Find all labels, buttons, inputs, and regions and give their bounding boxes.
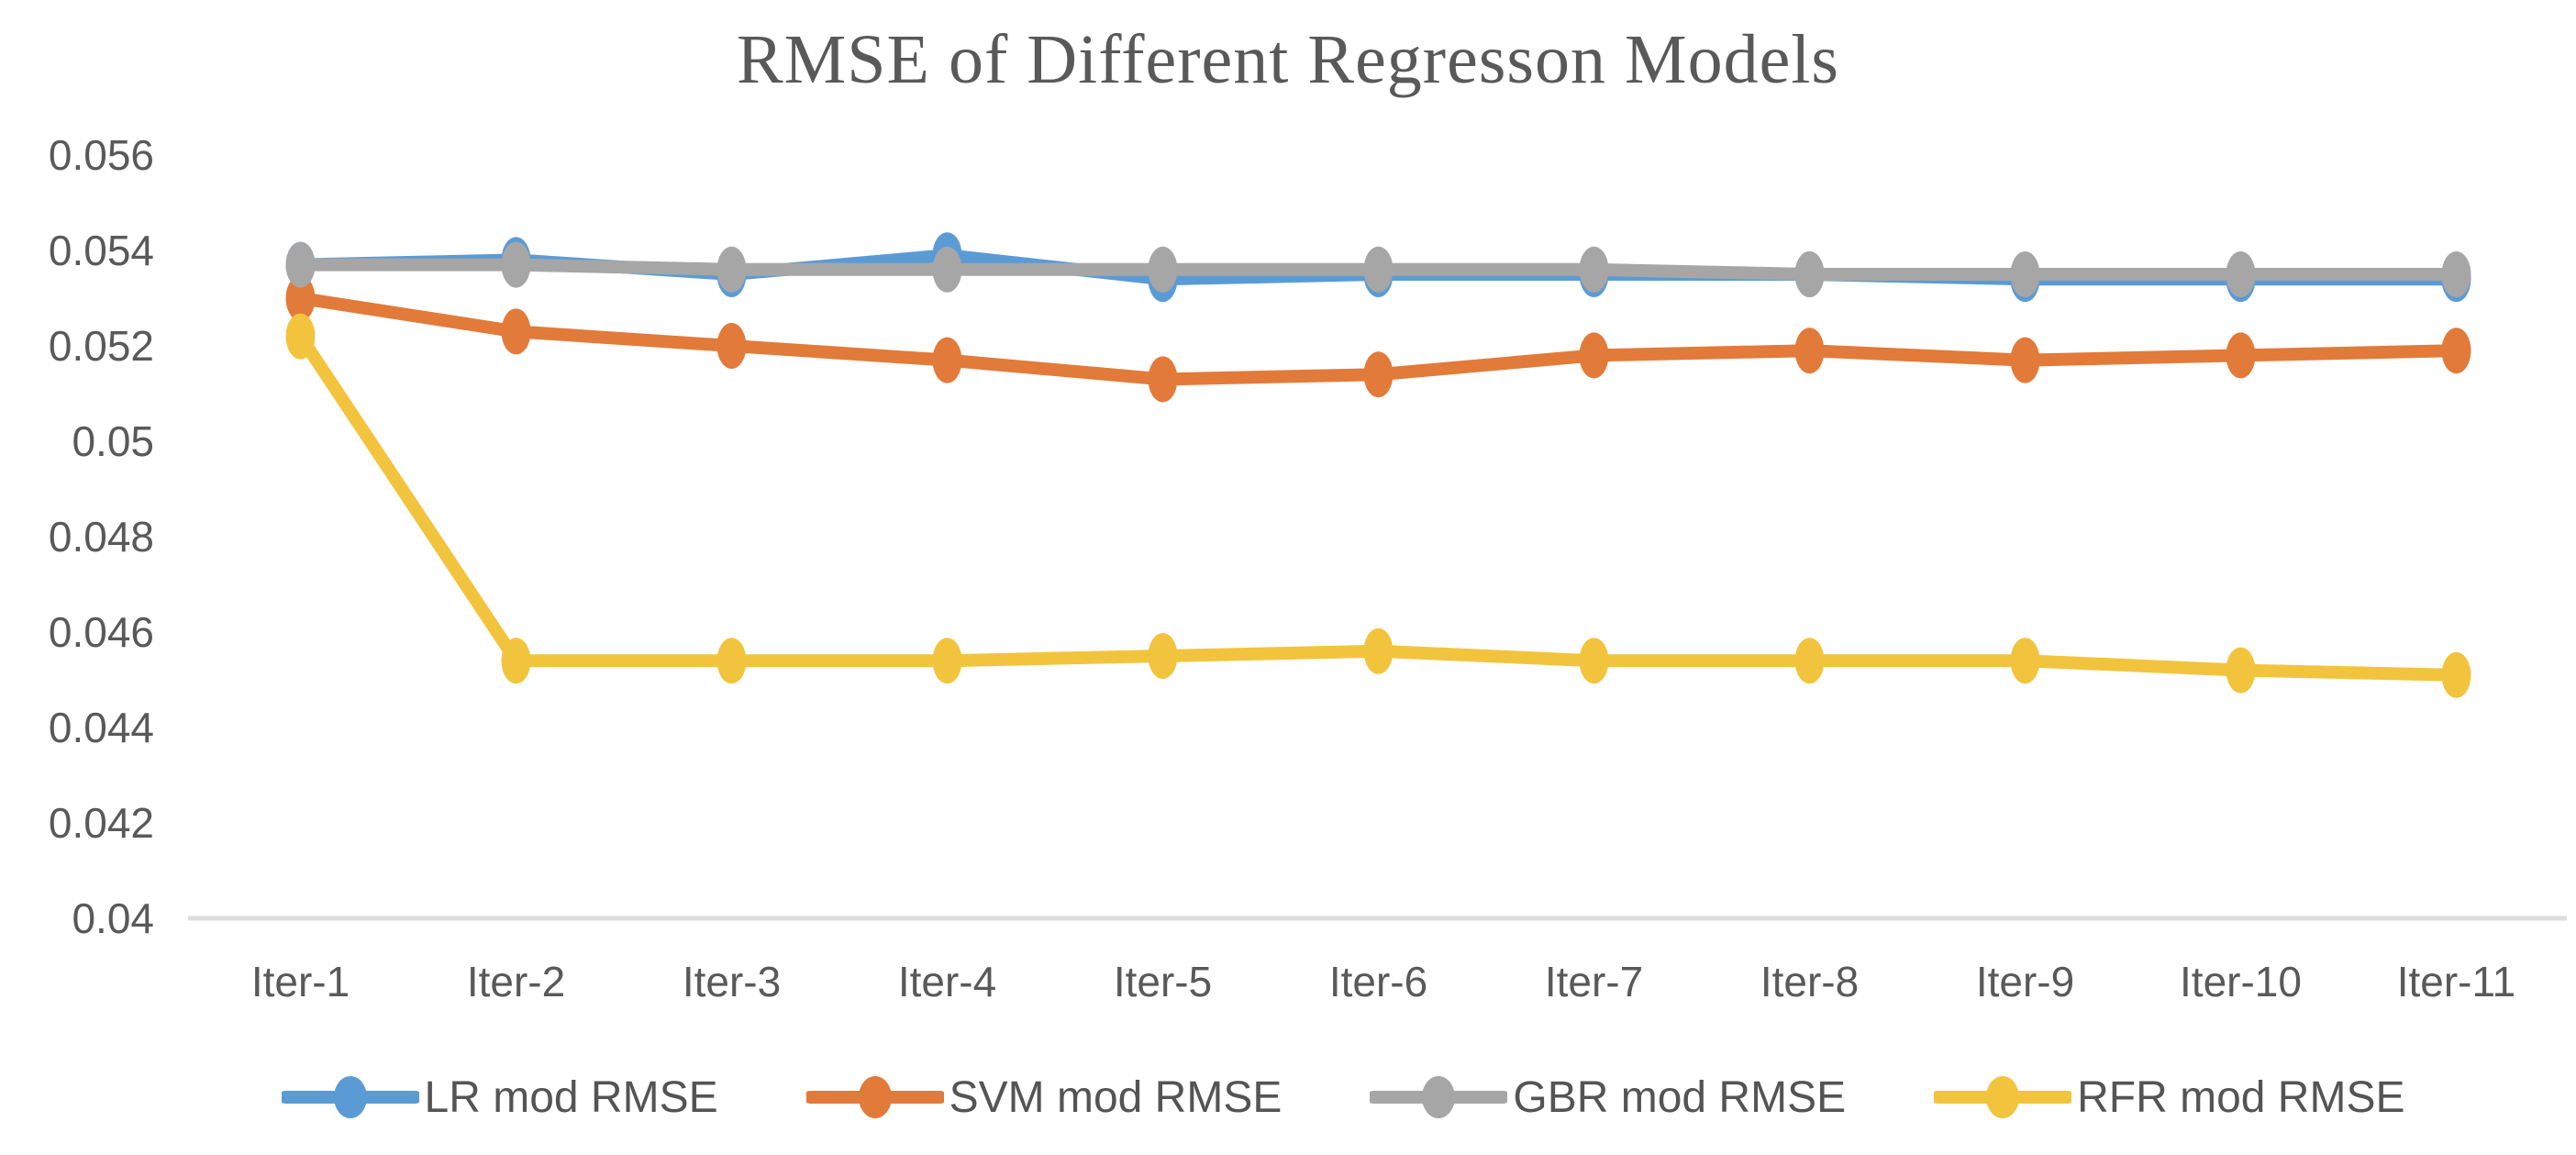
legend-item-label: SVM mod RMSE — [949, 1072, 1282, 1122]
y-axis-tick-label: 0.052 — [49, 322, 154, 370]
data-point-marker-gbr-mod-rmse — [1579, 246, 1609, 293]
data-point-marker-gbr-mod-rmse — [285, 241, 316, 288]
data-point-marker-rfr-mod-rmse — [285, 313, 316, 360]
data-point-marker-svm-mod-rmse — [1794, 328, 1825, 374]
x-axis-tick-label: Iter-7 — [1545, 958, 1643, 1005]
legend-marker-dot — [858, 1076, 892, 1118]
legend-marker-dot — [333, 1076, 367, 1118]
data-point-marker-svm-mod-rmse — [932, 337, 962, 383]
data-point-marker-rfr-mod-rmse — [2010, 638, 2040, 684]
data-point-marker-svm-mod-rmse — [501, 308, 531, 355]
data-point-marker-rfr-mod-rmse — [1579, 638, 1609, 684]
legend-marker-icon — [1370, 1076, 1508, 1118]
data-point-marker-gbr-mod-rmse — [932, 246, 962, 293]
chart-title: RMSE of Different Regresson Models — [736, 21, 1840, 98]
data-point-marker-svm-mod-rmse — [2010, 337, 2040, 383]
data-point-marker-gbr-mod-rmse — [1363, 246, 1393, 293]
data-point-marker-rfr-mod-rmse — [1794, 638, 1825, 684]
data-point-marker-gbr-mod-rmse — [2441, 251, 2471, 297]
legend-item-svm-mod-rmse: SVM mod RMSE — [805, 1072, 1282, 1123]
data-point-marker-rfr-mod-rmse — [2441, 651, 2471, 698]
y-axis-tick-label: 0.048 — [49, 513, 154, 561]
data-point-marker-rfr-mod-rmse — [2226, 647, 2256, 694]
data-point-marker-svm-mod-rmse — [1579, 332, 1609, 379]
data-point-marker-gbr-mod-rmse — [501, 241, 531, 288]
y-axis-tick-label: 0.044 — [49, 704, 154, 751]
data-point-marker-rfr-mod-rmse — [1148, 633, 1178, 679]
legend-item-label: LR mod RMSE — [424, 1072, 718, 1122]
data-point-marker-gbr-mod-rmse — [2226, 251, 2256, 297]
x-axis-tick-label: Iter-2 — [467, 958, 565, 1005]
chart-legend: LR mod RMSE SVM mod RMSE GBR mod RMSE RFR m… — [55, 1072, 2576, 1123]
x-axis-tick-label: Iter-8 — [1760, 958, 1859, 1005]
x-axis-tick-label: Iter-5 — [1114, 958, 1212, 1005]
data-point-marker-gbr-mod-rmse — [1794, 251, 1825, 297]
x-axis-tick-label: Iter-11 — [2397, 958, 2516, 1005]
data-point-marker-svm-mod-rmse — [1363, 351, 1393, 398]
legend-marker-dot — [1986, 1076, 2020, 1118]
data-point-marker-gbr-mod-rmse — [2010, 251, 2040, 297]
x-axis-tick-label: Iter-1 — [251, 958, 350, 1005]
legend-item-label: GBR mod RMSE — [1513, 1072, 1847, 1122]
legend-item-label: RFR mod RMSE — [2077, 1072, 2405, 1122]
legend-marker-icon — [1934, 1076, 2072, 1118]
x-axis-tick-label: Iter-6 — [1329, 958, 1427, 1005]
y-axis-tick-label: 0.042 — [49, 799, 154, 847]
y-axis-tick-label: 0.05 — [72, 417, 154, 465]
data-point-marker-svm-mod-rmse — [2226, 332, 2256, 379]
x-axis-tick-label: Iter-9 — [1976, 958, 2074, 1005]
data-point-marker-rfr-mod-rmse — [501, 638, 531, 684]
data-point-marker-svm-mod-rmse — [1148, 356, 1178, 403]
legend-item-gbr-mod-rmse: GBR mod RMSE — [1370, 1072, 1846, 1123]
data-point-marker-rfr-mod-rmse — [716, 638, 747, 684]
y-axis-tick-label: 0.04 — [72, 894, 154, 942]
legend-marker-icon — [805, 1076, 944, 1118]
legend-item-lr-mod-rmse: LR mod RMSE — [281, 1072, 718, 1123]
data-point-marker-svm-mod-rmse — [716, 323, 747, 369]
data-point-marker-gbr-mod-rmse — [1148, 246, 1178, 293]
y-axis-tick-label: 0.056 — [49, 131, 154, 179]
data-point-marker-rfr-mod-rmse — [932, 638, 962, 684]
legend-item-rfr-mod-rmse: RFR mod RMSE — [1934, 1072, 2404, 1123]
x-axis-tick-label: Iter-3 — [683, 958, 781, 1005]
legend-marker-dot — [1422, 1076, 1456, 1118]
data-point-marker-gbr-mod-rmse — [716, 246, 747, 293]
data-point-marker-svm-mod-rmse — [2441, 328, 2471, 374]
data-point-marker-svm-mod-rmse — [285, 275, 316, 321]
data-point-marker-rfr-mod-rmse — [1363, 627, 1393, 674]
y-axis-tick-label: 0.054 — [49, 227, 154, 274]
y-axis-tick-label: 0.046 — [49, 608, 154, 656]
x-axis-tick-label: Iter-10 — [2180, 958, 2302, 1005]
legend-marker-icon — [281, 1076, 419, 1118]
x-axis-tick-label: Iter-4 — [898, 958, 996, 1005]
